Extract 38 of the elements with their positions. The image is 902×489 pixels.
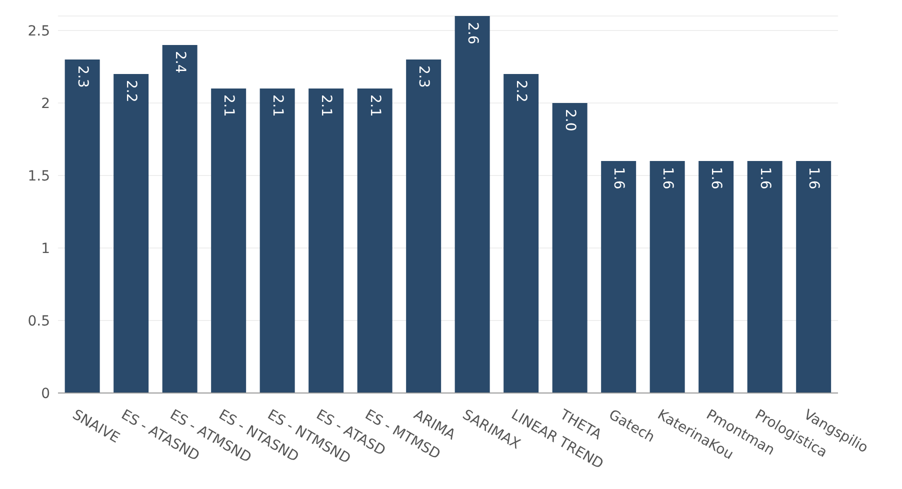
bar [650,161,685,393]
y-tick-label: 1 [41,240,50,257]
bar [698,161,734,393]
bar [552,103,588,393]
bar [747,161,782,393]
data-label: 2.4 [172,51,188,74]
data-label: 1.6 [659,167,676,190]
data-label: 1.6 [806,167,822,190]
y-tick-label: 1.5 [28,168,50,184]
data-label: 1.6 [756,167,773,190]
bar [601,161,636,393]
bar [454,16,490,393]
data-label: 2.6 [464,22,480,44]
data-label: 1.6 [708,167,724,190]
data-label: 2.1 [318,94,334,117]
bar [406,60,442,393]
bar [64,60,100,393]
data-label: 2.3 [416,66,432,88]
y-tick-label: 2.5 [28,23,50,40]
data-label: 2.0 [562,109,578,132]
y-tick-label: 0 [41,386,50,402]
data-label: 2.1 [366,94,383,117]
data-label: 2.2 [123,80,140,102]
bar [260,88,295,393]
data-label: 2.3 [74,66,90,88]
data-label: 2.2 [513,80,530,102]
bar [357,88,392,393]
y-tick-label: 2 [41,96,50,112]
bar [211,88,246,393]
bar [504,74,539,393]
data-label: 1.6 [610,167,627,190]
bar [162,45,198,393]
bar [796,161,832,393]
y-tick-label: 0.5 [28,313,50,330]
data-label: 2.1 [220,94,237,117]
bar [114,74,149,393]
bar [308,88,344,393]
data-label: 2.1 [269,94,286,117]
